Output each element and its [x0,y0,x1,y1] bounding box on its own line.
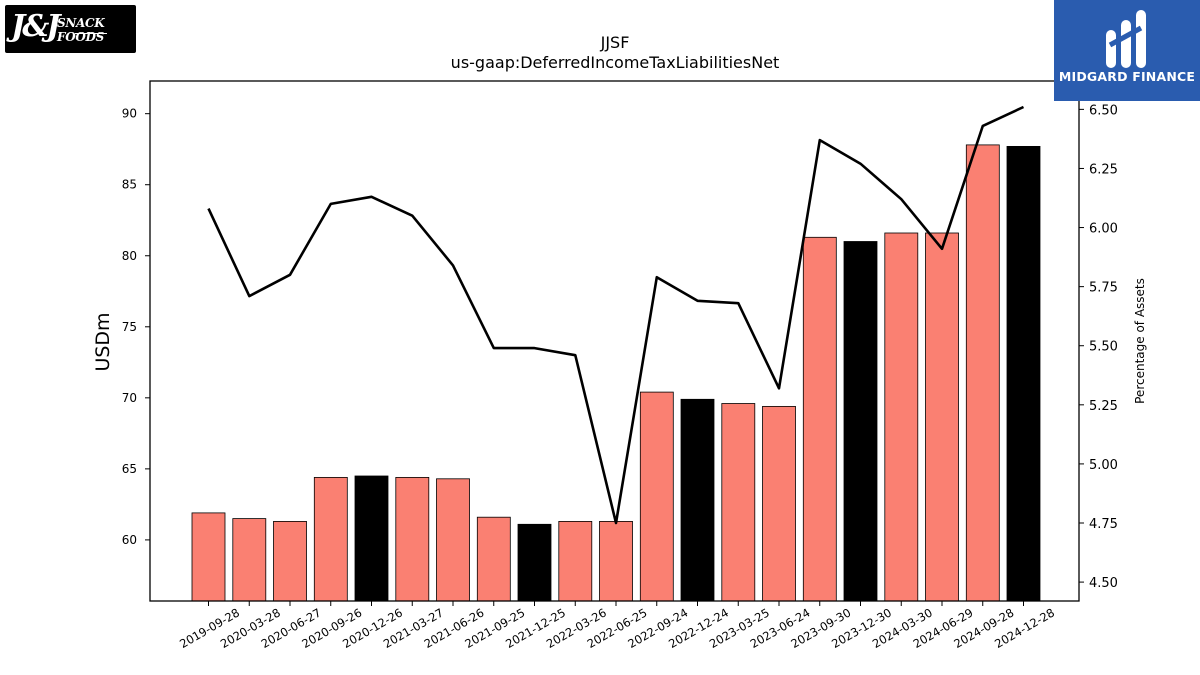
bar-2019-09-28 [191,512,226,602]
bar-2022-03-26 [558,521,593,602]
chart-subtitle: us-gaap:DeferredIncomeTaxLiabilitiesNet [451,53,780,72]
logo-wordmark: SNACK FOODS [57,16,105,44]
bar-2024-06-29 [925,232,959,602]
bar-2021-09-25 [476,516,511,602]
left-tick-label: 75 [122,320,137,334]
left-axis-ticks: 60 65 70 75 80 85 90 [122,107,150,547]
left-tick-label: 65 [122,462,137,476]
logo-underline [75,33,107,34]
y-axis-label: USDm [92,312,114,371]
right-axis-ticks: 4.50 4.75 5.00 5.25 5.50 5.75 6.00 6.25 6.50 [1079,103,1118,591]
bar-2023-06-24 [762,405,796,602]
brand-name: MIDGARD FINANCE [1058,69,1196,84]
line-group [207,105,1025,525]
brand-mark-icon [1106,10,1146,68]
right-tick-label: 4.50 [1089,576,1118,591]
x-axis-ticks: 2019-09-282020-03-282020-06-272020-09-26… [177,601,1057,651]
bar-2020-09-26 [313,476,348,602]
bar-2022-12-24 [680,398,715,602]
left-tick-label: 70 [122,391,137,405]
y2-axis-label: Percentage of Assets [1133,278,1147,404]
right-tick-label: 6.25 [1089,162,1118,177]
bar-2021-06-26 [436,478,470,602]
left-tick-label: 85 [122,178,137,192]
bar-2020-12-26 [354,475,389,602]
bar-2021-03-27 [395,476,430,602]
left-tick-label: 60 [122,533,137,547]
bar-2024-12-28 [1006,145,1041,602]
percentage-line [207,105,1025,525]
right-tick-label: 5.00 [1089,458,1118,473]
bar-2020-03-28 [232,518,267,602]
left-tick-label: 90 [122,107,137,121]
company-logo: J&J SNACK FOODS [5,5,136,53]
bar-2021-12-25 [517,523,552,602]
logo-mark: J&J [11,9,61,44]
bar-2020-06-27 [273,521,307,602]
bar-2024-03-30 [884,232,919,602]
right-tick-label: 5.25 [1089,399,1118,414]
bar-2022-09-24 [639,391,674,602]
right-tick-label: 6.00 [1089,222,1118,237]
brand-logo: MIDGARD FINANCE [1054,0,1200,101]
right-tick-label: 4.75 [1089,517,1118,532]
bar-2023-09-30 [802,236,837,602]
right-tick-label: 5.75 [1089,281,1118,296]
bar-2023-03-25 [721,403,756,602]
bar-2022-06-25 [599,521,633,602]
left-tick-label: 80 [122,249,137,263]
bars-group [191,144,1041,602]
right-tick-label: 5.50 [1089,340,1118,355]
chart-title: JJSF [600,33,630,52]
plot-frame [149,80,1080,602]
right-tick-label: 6.50 [1089,103,1118,118]
bar-2023-12-30 [843,241,878,602]
bar-2024-09-28 [965,144,1000,602]
